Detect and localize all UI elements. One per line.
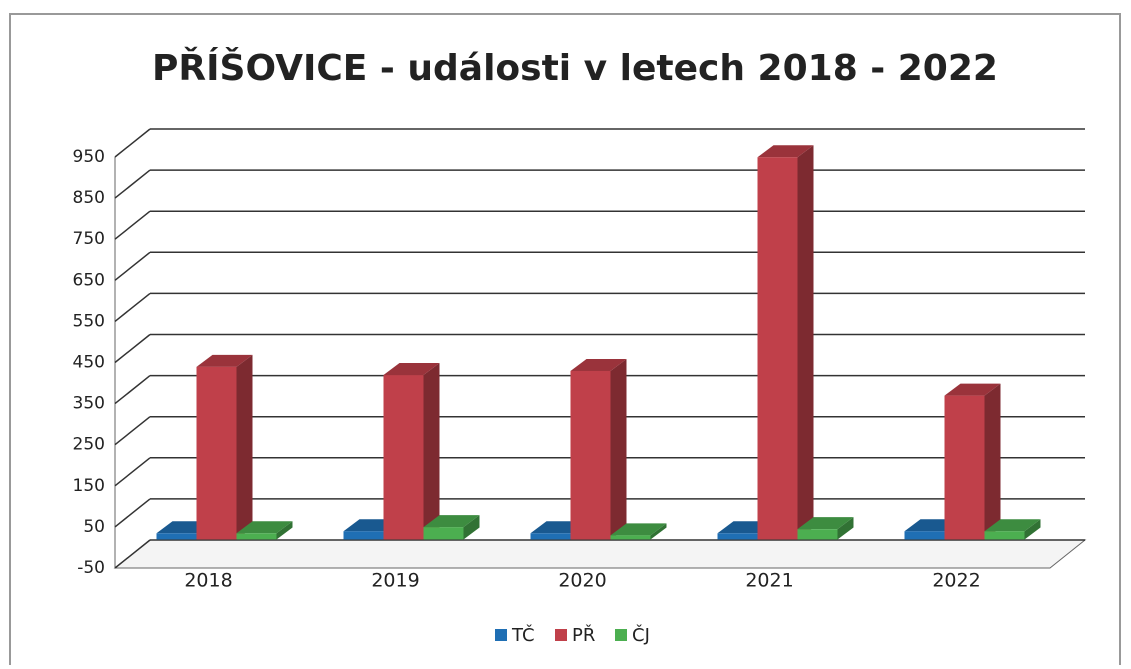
bar bbox=[757, 157, 798, 540]
bar-top bbox=[944, 383, 1001, 396]
bar-group bbox=[797, 517, 854, 540]
y-tick-label: 150 bbox=[73, 476, 105, 496]
bar-group bbox=[383, 363, 440, 540]
bar-top bbox=[797, 517, 854, 530]
bar bbox=[797, 529, 838, 540]
bar-top bbox=[610, 523, 667, 536]
bar bbox=[383, 375, 424, 540]
bar-side bbox=[837, 517, 854, 540]
bar-group bbox=[984, 519, 1041, 540]
grid-line bbox=[114, 128, 151, 158]
x-tick-label: 2021 bbox=[745, 570, 793, 592]
grid-line bbox=[114, 169, 151, 199]
y-tick-label: 250 bbox=[73, 435, 105, 455]
y-tick-label: 850 bbox=[73, 188, 105, 208]
bar-group bbox=[570, 358, 627, 540]
grid-line bbox=[114, 333, 151, 364]
legend-label: TČ bbox=[511, 624, 535, 646]
bar-top bbox=[757, 145, 814, 158]
y-tick-label: 50 bbox=[83, 517, 105, 537]
y-tick-label: 750 bbox=[73, 229, 105, 249]
grid-line bbox=[114, 416, 151, 446]
bar-side bbox=[236, 354, 253, 540]
y-tick-label: 550 bbox=[73, 311, 105, 331]
bar-group bbox=[236, 521, 293, 540]
bar bbox=[984, 531, 1025, 540]
y-tick-label: 650 bbox=[73, 270, 105, 290]
bar bbox=[570, 370, 611, 540]
y-tick-label: 950 bbox=[73, 147, 105, 167]
grid-line bbox=[114, 375, 151, 405]
bar-top bbox=[196, 354, 253, 367]
bar-top bbox=[423, 515, 480, 528]
chart-title: PŘÍŠOVICE - události v letech 2018 - 202… bbox=[152, 47, 998, 89]
legend-label: ČJ bbox=[632, 624, 650, 646]
bar bbox=[196, 366, 237, 540]
bar-group bbox=[757, 145, 814, 540]
bar bbox=[610, 535, 651, 540]
bar-group bbox=[423, 515, 480, 540]
legend-swatch bbox=[495, 629, 507, 641]
bar-side bbox=[797, 145, 814, 540]
grid-line bbox=[114, 292, 151, 322]
x-tick-label: 2022 bbox=[932, 570, 980, 592]
bar-side bbox=[1024, 519, 1041, 540]
legend-label: PŘ bbox=[572, 624, 595, 646]
grid-line bbox=[114, 210, 151, 240]
bar bbox=[423, 527, 464, 540]
bar-group bbox=[196, 354, 253, 540]
y-tick-label: -50 bbox=[77, 558, 105, 578]
grid-line bbox=[114, 498, 151, 528]
legend-swatch bbox=[555, 629, 567, 641]
bar bbox=[944, 395, 985, 540]
bar-group bbox=[610, 523, 667, 540]
bar-group bbox=[944, 383, 1001, 540]
bar-side bbox=[984, 383, 1001, 540]
bar bbox=[343, 531, 384, 540]
x-tick-label: 2019 bbox=[371, 570, 419, 592]
bar bbox=[156, 533, 197, 540]
x-tick-label: 2020 bbox=[558, 570, 606, 592]
bar-top bbox=[984, 519, 1041, 532]
bar-top bbox=[236, 521, 293, 534]
x-tick-label: 2018 bbox=[184, 570, 232, 592]
bar-side bbox=[610, 358, 627, 540]
bar-side bbox=[423, 363, 440, 540]
bar-side bbox=[276, 521, 293, 540]
grid-line bbox=[114, 251, 151, 281]
bar bbox=[904, 531, 945, 540]
y-tick-label: 450 bbox=[73, 353, 105, 373]
bar-side bbox=[650, 523, 667, 540]
legend-swatch bbox=[615, 629, 627, 641]
bar-top bbox=[383, 363, 440, 376]
grid-line bbox=[114, 457, 151, 487]
bar-top bbox=[570, 358, 627, 371]
bar bbox=[236, 533, 277, 540]
bar bbox=[530, 533, 571, 540]
grid-line bbox=[114, 539, 151, 569]
floor bbox=[113, 539, 1087, 569]
bar-side bbox=[463, 515, 480, 540]
bar bbox=[717, 533, 758, 540]
y-tick-label: 350 bbox=[73, 394, 105, 414]
